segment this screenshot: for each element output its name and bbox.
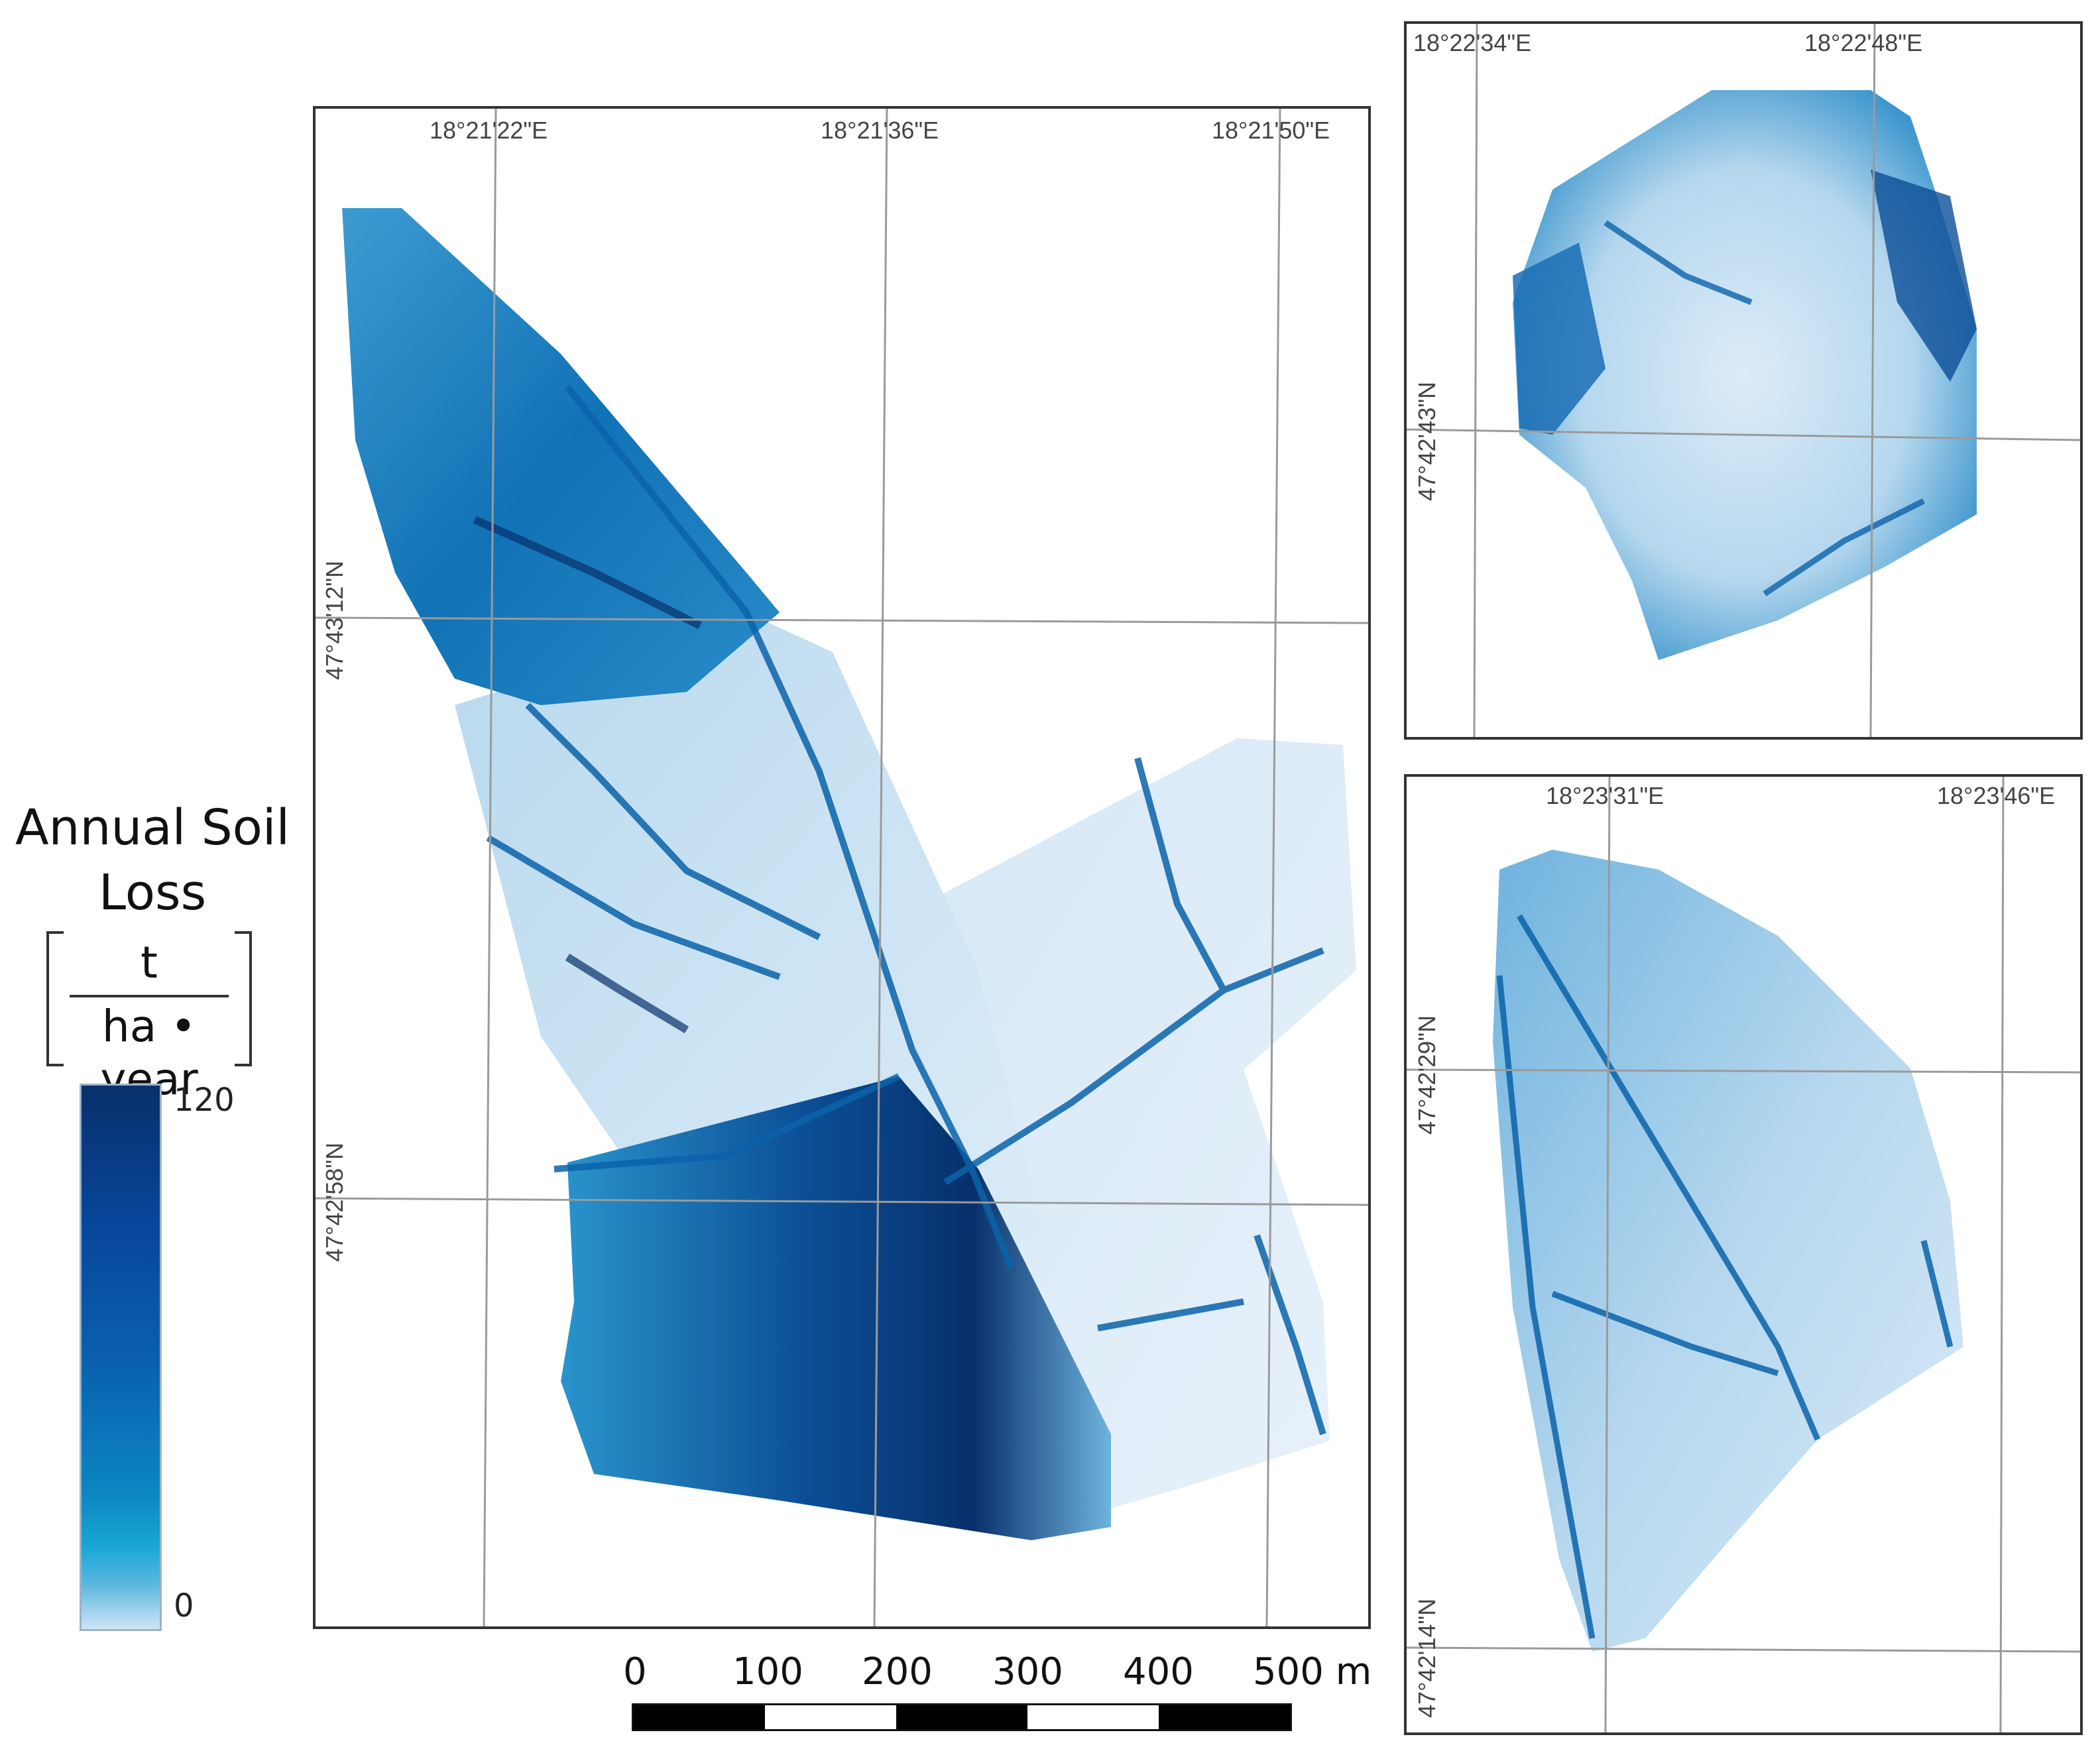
inset-map-top: 18°22'34"E 18°22'48"E 47°42'43"N (1404, 21, 2083, 740)
scale-label-400: 400 (1123, 1650, 1194, 1693)
left-bracket (46, 931, 64, 1066)
main-lon-label-3: 18°21'50"E (1212, 117, 1330, 144)
right-bracket (235, 931, 252, 1066)
main-lon-label-1: 18°21'22"E (430, 117, 548, 144)
scale-segment (634, 1705, 765, 1729)
fraction-line (70, 995, 229, 997)
scale-label-300: 300 (992, 1650, 1063, 1693)
inset-bottom-lat-label-2: 47°42'14"N (1413, 1598, 1440, 1718)
legend-unit: t ha • year (46, 931, 252, 1105)
unit-denominator: ha • year (100, 1001, 198, 1105)
color-ramp (80, 1084, 162, 1631)
scale-bar (632, 1703, 1292, 1731)
inset-top-lat-label-1: 47°42'43"N (1413, 381, 1440, 501)
scale-segment (1027, 1705, 1159, 1729)
inset-top-lon-label-2: 18°22'48"E (1804, 29, 1923, 56)
scale-label-500: 500 m (1253, 1650, 1372, 1693)
main-lon-label-2: 18°21'36"E (821, 117, 939, 144)
inset-bottom-lon-label-1: 18°23'31"E (1546, 782, 1664, 809)
scale-label-200: 200 (862, 1650, 933, 1693)
scale-label-100: 100 (732, 1650, 803, 1693)
scale-segment (896, 1705, 1027, 1729)
main-map: 18°21'22"E 18°21'36"E 18°21'50"E 47°43'1… (313, 106, 1371, 1629)
legend-title-line2: Loss (98, 864, 207, 921)
inset-map-bottom: 18°23'31"E 18°23'46"E 47°42'29"N 47°42'1… (1404, 774, 2083, 1735)
legend-title-line1: Annual Soil (15, 799, 290, 856)
main-lat-label-2: 47°42'58"N (321, 1142, 348, 1262)
scale-segment (1159, 1705, 1290, 1729)
scale-label-0: 0 (623, 1650, 647, 1693)
inset-bottom-raster (1407, 777, 2080, 1732)
main-map-raster (316, 109, 1368, 1626)
scale-segment (765, 1705, 896, 1729)
legend-title: Annual Soil Loss (0, 795, 305, 925)
unit-numerator: t (141, 937, 158, 988)
ramp-max-label: 120 (174, 1082, 235, 1119)
inset-top-raster (1407, 24, 2080, 737)
main-lat-label-1: 47°43'12"N (321, 560, 348, 680)
inset-bottom-lon-label-2: 18°23'46"E (1937, 782, 2056, 809)
inset-top-lon-label-1: 18°22'34"E (1413, 29, 1532, 56)
inset-bottom-lat-label-1: 47°42'29"N (1413, 1015, 1440, 1135)
ramp-min-label: 0 (174, 1587, 194, 1624)
